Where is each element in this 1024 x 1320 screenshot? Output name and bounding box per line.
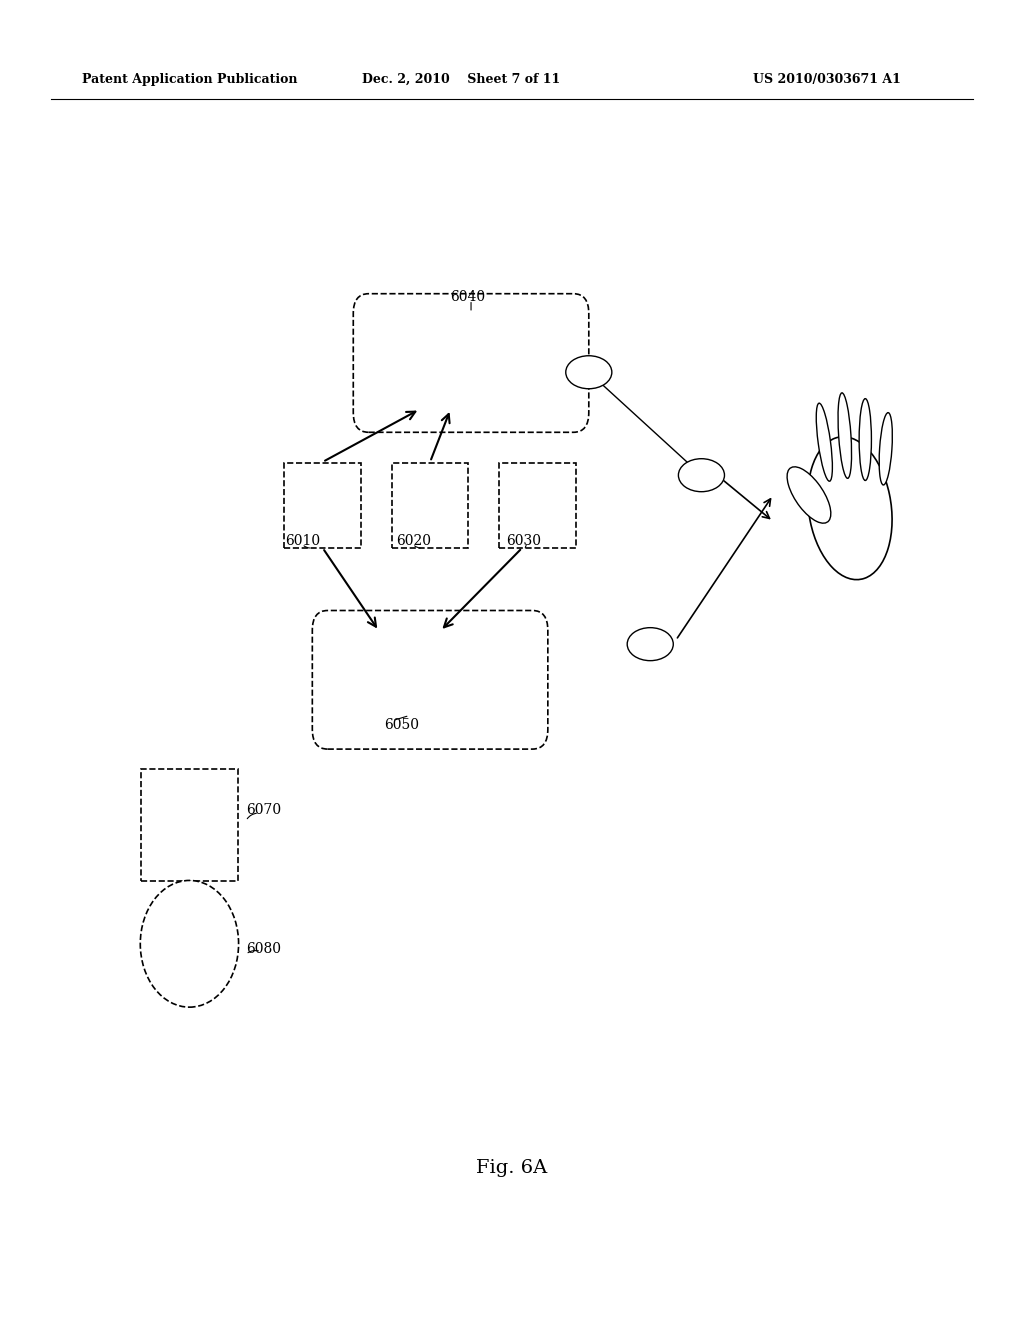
Bar bbox=[391, 462, 469, 549]
Text: 6080: 6080 bbox=[246, 942, 281, 956]
Ellipse shape bbox=[838, 393, 852, 478]
Bar bbox=[285, 462, 361, 549]
Bar bbox=[141, 768, 238, 882]
Circle shape bbox=[140, 880, 239, 1007]
Text: 6010: 6010 bbox=[285, 535, 319, 548]
Text: 6030: 6030 bbox=[506, 535, 541, 548]
Text: 6050: 6050 bbox=[384, 718, 419, 731]
Text: 6020: 6020 bbox=[396, 535, 431, 548]
Text: Fig. 6A: Fig. 6A bbox=[476, 1159, 548, 1177]
Text: 6040: 6040 bbox=[451, 290, 485, 304]
Text: 6070: 6070 bbox=[246, 804, 281, 817]
Ellipse shape bbox=[880, 413, 892, 484]
Ellipse shape bbox=[787, 467, 830, 523]
Ellipse shape bbox=[808, 437, 892, 579]
Ellipse shape bbox=[859, 399, 871, 480]
FancyBboxPatch shape bbox=[353, 294, 589, 433]
Ellipse shape bbox=[816, 403, 833, 482]
Ellipse shape bbox=[627, 627, 674, 660]
Text: US 2010/0303671 A1: US 2010/0303671 A1 bbox=[754, 73, 901, 86]
Text: Patent Application Publication: Patent Application Publication bbox=[82, 73, 297, 86]
FancyBboxPatch shape bbox=[312, 610, 548, 750]
Ellipse shape bbox=[679, 458, 725, 491]
Text: Dec. 2, 2010    Sheet 7 of 11: Dec. 2, 2010 Sheet 7 of 11 bbox=[361, 73, 560, 86]
Ellipse shape bbox=[565, 355, 611, 388]
Bar bbox=[500, 462, 575, 549]
